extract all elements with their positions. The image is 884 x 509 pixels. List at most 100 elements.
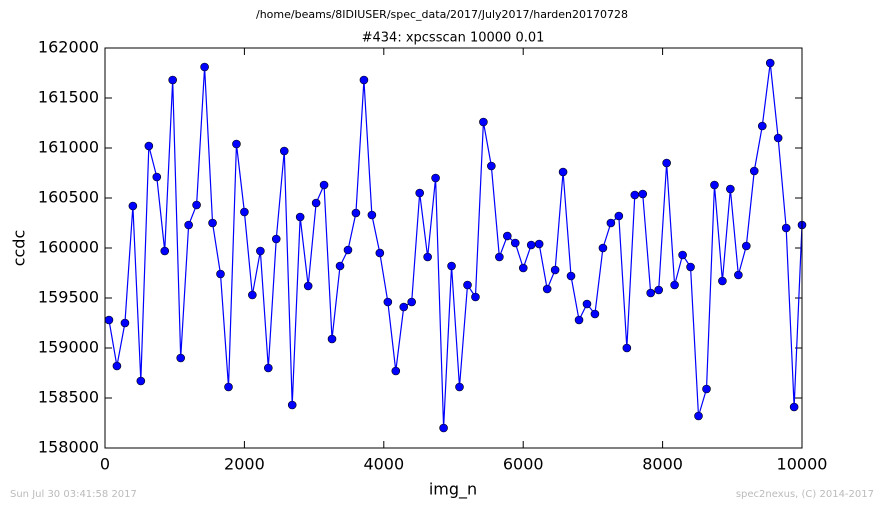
data-point (240, 207, 249, 217)
data-point (678, 250, 687, 260)
y-axis-label: ccdc (10, 230, 29, 267)
data-point (718, 276, 727, 286)
data-point (630, 190, 640, 200)
data-point (192, 200, 201, 210)
data-point (351, 208, 361, 218)
data-point (431, 173, 440, 183)
x-axis-label: img_n (429, 480, 477, 500)
data-point (463, 280, 472, 290)
x-tick-label: 4000 (363, 455, 404, 474)
data-point (646, 288, 655, 298)
data-point (383, 297, 393, 307)
data-point (303, 281, 313, 291)
data-point (343, 245, 353, 255)
data-point (590, 309, 600, 319)
data-point (455, 382, 464, 392)
data-point (757, 121, 767, 131)
footer-left: Sun Jul 30 03:41:58 2017 (10, 489, 137, 500)
data-point (686, 262, 695, 272)
data-point (471, 292, 480, 302)
data-point (399, 302, 409, 312)
data-point (542, 284, 552, 294)
y-tick-label: 158000 (38, 438, 99, 457)
data-point (359, 75, 369, 85)
data-point (662, 158, 671, 168)
data-point (128, 201, 138, 211)
data-point (694, 411, 703, 421)
data-point (702, 384, 711, 394)
suptitle: /home/beams/8IDIUSER/spec_data/2017/July… (256, 8, 628, 21)
data-point (279, 146, 289, 156)
x-tick-label: 2000 (224, 455, 265, 474)
data-point (224, 382, 233, 392)
footer-right: spec2nexus, (C) 2014-2017 (736, 489, 874, 500)
data-point (606, 218, 616, 228)
data-point (168, 75, 177, 85)
data-point (749, 166, 759, 176)
data-point (558, 167, 568, 177)
data-point (311, 198, 321, 208)
data-point (327, 334, 337, 344)
y-tick-label: 162000 (38, 38, 99, 57)
data-point (479, 117, 488, 127)
data-point (670, 280, 679, 290)
data-point (200, 62, 209, 72)
data-point (574, 315, 584, 325)
data-point (710, 180, 719, 190)
data-point (773, 133, 783, 143)
data-point (654, 285, 663, 295)
data-point (295, 212, 305, 222)
series-line (108, 62, 803, 429)
data-point (176, 353, 185, 363)
data-point (120, 318, 130, 328)
y-tick-label: 160500 (38, 188, 99, 207)
data-point (136, 376, 146, 386)
data-point (208, 218, 217, 228)
data-point (256, 246, 265, 256)
data-point (622, 343, 632, 353)
data-point (487, 161, 496, 171)
data-point (423, 252, 432, 262)
y-tick-label: 159000 (38, 338, 99, 357)
data-point (391, 366, 401, 376)
data-point (232, 139, 241, 149)
data-point (287, 400, 297, 410)
data-point (495, 252, 504, 262)
data-point (726, 184, 735, 194)
data-point (160, 246, 170, 256)
data-point (614, 211, 624, 221)
data-point (526, 240, 536, 250)
data-point (375, 248, 385, 258)
data-point (765, 58, 775, 68)
y-tick-label: 160000 (38, 238, 99, 257)
data-point (742, 241, 751, 251)
data-point (319, 180, 329, 190)
data-point (447, 261, 456, 271)
data-point (216, 269, 225, 279)
data-point (335, 261, 345, 271)
data-point (144, 141, 154, 151)
x-tick-label: 8000 (642, 455, 683, 474)
data-point (518, 263, 528, 273)
data-point (503, 231, 512, 241)
y-tick-label: 159500 (38, 288, 99, 307)
x-tick-label: 6000 (503, 455, 544, 474)
plot-frame (104, 47, 803, 449)
data-point (415, 188, 424, 198)
data-point (734, 270, 743, 280)
data-point (264, 363, 273, 373)
y-tick-label: 158500 (38, 388, 99, 407)
data-point (789, 402, 799, 412)
data-point (534, 239, 544, 249)
y-tick-label: 161000 (38, 138, 99, 157)
data-point (112, 361, 122, 371)
data-point (598, 243, 608, 253)
data-point (582, 299, 592, 309)
y-tick-label: 161500 (38, 88, 99, 107)
data-point (248, 290, 257, 300)
data-point (638, 189, 648, 199)
data-point (550, 265, 560, 275)
data-point (566, 271, 576, 281)
